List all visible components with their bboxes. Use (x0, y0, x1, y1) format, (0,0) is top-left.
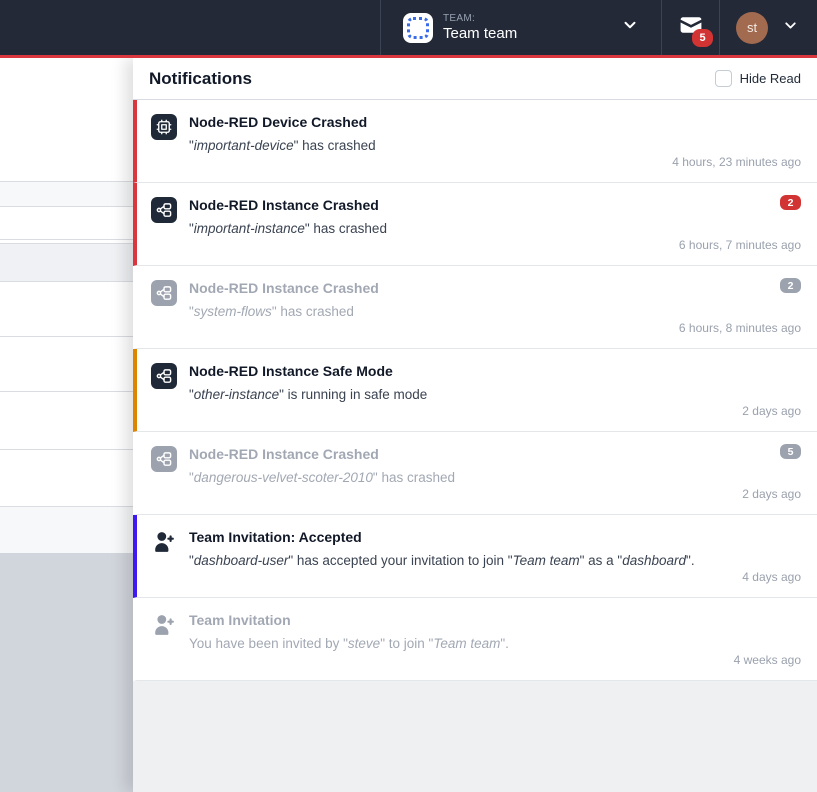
instance-icon (151, 363, 177, 389)
notification-item[interactable]: Node-RED Instance Crashed "dangerous-vel… (133, 432, 817, 515)
unread-count-badge: 5 (692, 29, 713, 47)
notification-title: Team Invitation: Accepted (189, 529, 362, 545)
device-icon (151, 114, 177, 140)
notification-title: Node-RED Instance Crashed (189, 280, 379, 296)
team-labels: TEAM: Team team (443, 13, 517, 42)
notifications-panel-header: Notifications Hide Read (133, 58, 817, 100)
notification-item[interactable]: Node-RED Instance Safe Mode "other-insta… (133, 349, 817, 432)
notification-timestamp: 2 days ago (742, 404, 801, 418)
notification-title: Node-RED Instance Crashed (189, 197, 379, 213)
hide-read-label: Hide Read (739, 71, 801, 86)
notification-description: "dashboard-user" has accepted your invit… (189, 552, 695, 568)
notification-title: Node-RED Instance Crashed (189, 446, 379, 462)
notification-count-badge: 2 (780, 195, 801, 210)
notification-description: "system-flows" has crashed (189, 303, 354, 319)
instance-icon (151, 197, 177, 223)
user-add-icon (151, 529, 177, 555)
team-switcher-button[interactable]: TEAM: Team team (381, 0, 661, 55)
notification-timestamp: 6 hours, 8 minutes ago (678, 321, 801, 335)
notification-item[interactable]: Node-RED Instance Crashed "system-flows"… (133, 266, 817, 349)
instance-icon (151, 446, 177, 472)
team-name: Team team (443, 24, 518, 42)
hide-read-toggle[interactable]: Hide Read (714, 70, 801, 87)
notification-item[interactable]: Node-RED Device Crashed "important-devic… (133, 100, 817, 183)
notification-count-badge: 2 (780, 278, 801, 293)
chevron-down-icon (621, 16, 639, 39)
notification-description: You have been invited by "steve" to join… (189, 635, 509, 651)
notification-list: Node-RED Device Crashed "important-devic… (133, 100, 817, 681)
navbar-divider (719, 0, 720, 55)
notifications-inbox-button[interactable]: 5 (662, 0, 719, 55)
user-menu-button[interactable]: st (720, 0, 817, 55)
chevron-down-icon (782, 17, 799, 39)
top-navbar: TEAM: Team team 5 st (0, 0, 817, 58)
instance-icon (151, 280, 177, 306)
notification-timestamp: 6 hours, 7 minutes ago (678, 238, 801, 252)
notification-timestamp: 4 weeks ago (733, 653, 801, 667)
notification-title: Team Invitation (189, 612, 291, 628)
notification-title: Node-RED Device Crashed (189, 114, 368, 130)
navbar-spacer (0, 0, 380, 55)
avatar: st (736, 11, 768, 44)
notification-description: "important-instance" has crashed (189, 220, 387, 236)
notification-description: "dangerous-velvet-scoter-2010" has crash… (189, 469, 455, 485)
notification-timestamp: 4 days ago (742, 570, 801, 584)
notification-description: "important-device" has crashed (189, 137, 376, 153)
navbar-divider (661, 0, 662, 55)
notification-description: "other-instance" is running in safe mode (189, 386, 428, 402)
team-label: TEAM: (443, 13, 476, 25)
panel-empty-area (133, 681, 817, 792)
notification-title: Node-RED Instance Safe Mode (189, 363, 393, 379)
notification-timestamp: 2 days ago (742, 487, 801, 501)
panel-title: Notifications (149, 68, 252, 88)
notifications-panel: Notifications Hide Read Node-RED Device … (133, 58, 817, 792)
notification-timestamp: 4 hours, 23 minutes ago (672, 155, 801, 169)
notification-item[interactable]: Node-RED Instance Crashed "important-ins… (133, 183, 817, 266)
notification-item[interactable]: Team Invitation You have been invited by… (133, 598, 817, 681)
team-avatar-icon (403, 12, 433, 43)
hide-read-checkbox[interactable] (714, 70, 732, 87)
notification-count-badge: 5 (780, 444, 801, 459)
navbar-divider (380, 0, 381, 55)
user-add-icon (151, 612, 177, 638)
notification-item[interactable]: Team Invitation: Accepted "dashboard-use… (133, 515, 817, 598)
